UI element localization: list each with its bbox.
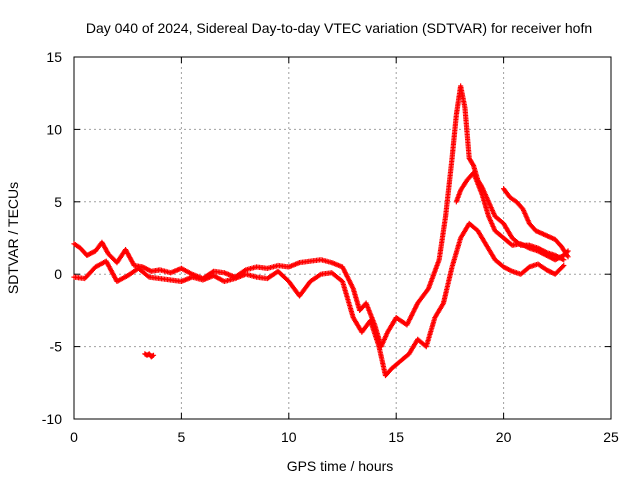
data-point [561,257,567,263]
data-point [150,352,157,358]
plot-frame [73,56,612,420]
series-track-c [453,170,571,263]
x-tick-label: 25 [603,429,619,445]
y-tick-label: 5 [54,194,62,210]
x-axis: 0 5 10 15 20 25 [70,57,619,445]
y-tick-label: 0 [54,266,62,282]
y-axis-label: SDTVAR / TECUs [5,182,21,294]
x-axis-label: GPS time / hours [287,458,394,474]
y-tick-label: -10 [42,411,62,427]
x-tick-label: 0 [70,429,78,445]
y-tick-label: 10 [46,121,62,137]
data-point [149,353,156,359]
x-tick-label: 10 [281,429,297,445]
y-tick-label: -5 [50,339,63,355]
x-tick-label: 15 [388,429,404,445]
y-axis: -10 -5 0 5 10 15 [42,49,611,427]
chart-title: Day 040 of 2024, Sidereal Day-to-day VTE… [86,20,592,36]
data-point [565,254,571,260]
grid [74,57,611,419]
series-outlier [142,351,157,360]
x-tick-label: 5 [178,429,186,445]
data-point [560,263,566,270]
series-track-b [71,220,567,379]
series-track-d [501,186,571,260]
x-tick-label: 20 [496,429,512,445]
data-points [71,83,571,379]
data-point [561,262,567,269]
y-tick-label: 15 [46,49,62,65]
series-track-a [71,83,567,350]
